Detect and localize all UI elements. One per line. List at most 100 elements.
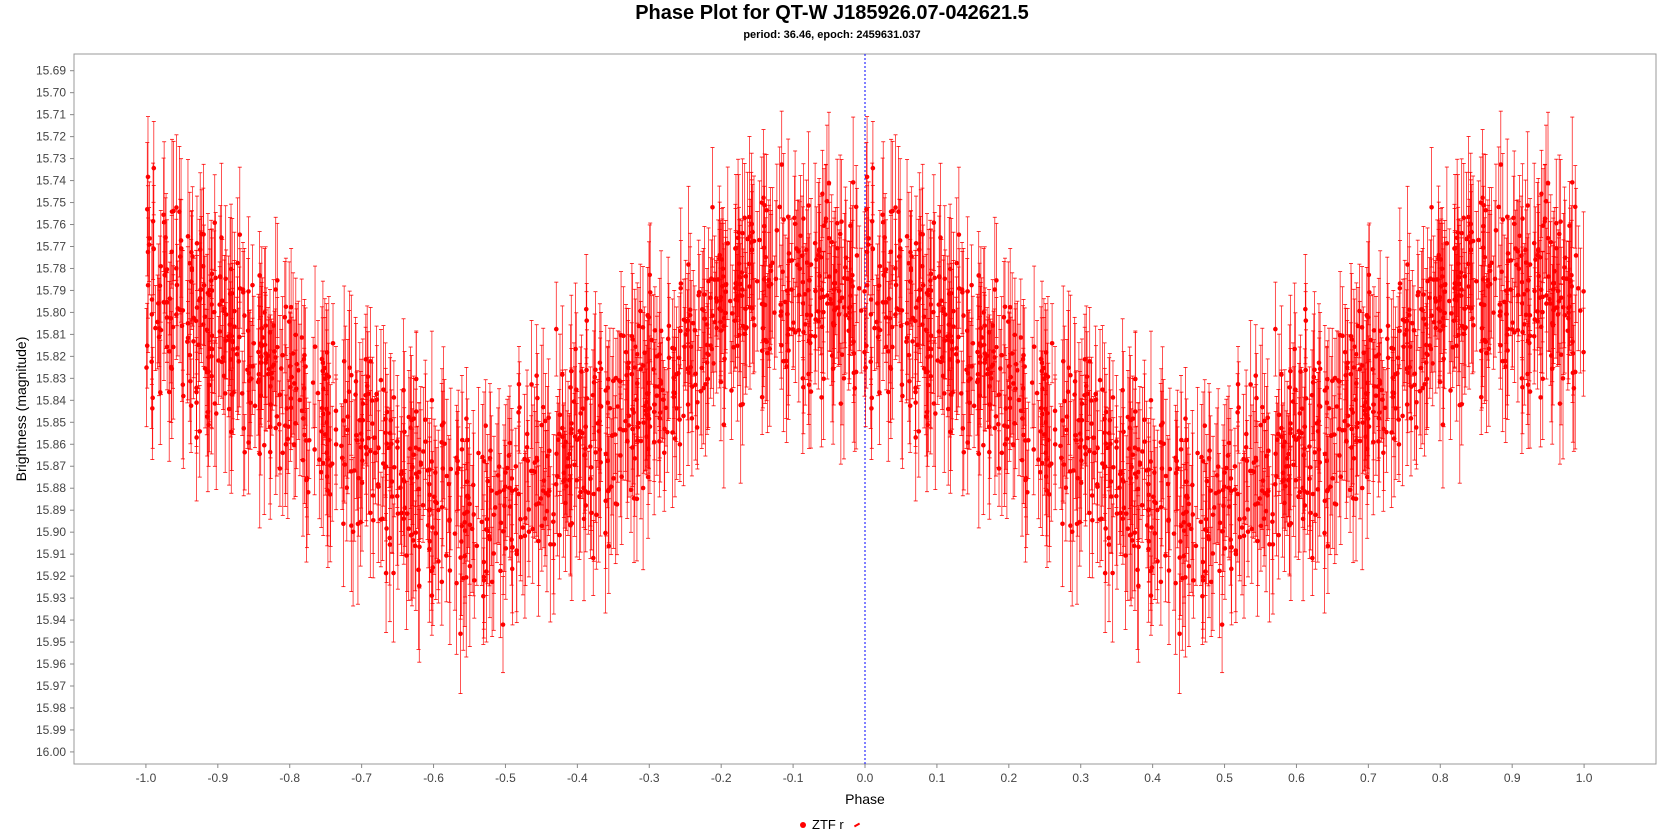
data-point (948, 370, 953, 494)
y-tick-label: 15.75 (36, 196, 66, 210)
x-tick-label: -0.5 (495, 771, 516, 785)
data-point (757, 180, 762, 300)
x-tick-label: -1.0 (136, 771, 157, 785)
data-point (858, 247, 864, 374)
y-tick-label: 15.96 (36, 657, 66, 671)
chart-subtitle: period: 36.46, epoch: 2459631.037 (0, 29, 1664, 41)
x-tick-label: -0.2 (711, 771, 732, 785)
y-tick-label: 16.00 (36, 745, 66, 759)
x-tick-label: -0.3 (639, 771, 660, 785)
data-point (318, 416, 324, 528)
data-point (569, 367, 574, 480)
data-point (1137, 386, 1143, 540)
data-point (1342, 388, 1348, 472)
x-tick-label: 1.0 (1576, 771, 1593, 785)
legend-label: ZTF r (812, 817, 844, 832)
x-tick-label: 0.3 (1072, 771, 1089, 785)
y-tick-label: 15.86 (36, 437, 66, 451)
data-point (444, 398, 450, 554)
y-tick-label: 15.79 (36, 283, 66, 297)
y-tick-label: 15.93 (36, 591, 66, 605)
data-point (1476, 180, 1481, 300)
data-point (1191, 542, 1196, 619)
x-tick-label: 0.2 (1000, 771, 1017, 785)
x-tick-label: 0.8 (1432, 771, 1449, 785)
data-point (444, 508, 449, 603)
data-point (1538, 347, 1543, 448)
y-tick-label: 15.70 (36, 86, 66, 100)
data-point (375, 445, 381, 524)
data-point (483, 379, 488, 473)
legend: ZTF r (800, 817, 860, 832)
y-tick-label: 15.81 (36, 327, 66, 341)
y-tick-label: 15.89 (36, 503, 66, 517)
y-tick-label: 15.82 (36, 349, 66, 363)
y-tick-label: 15.94 (36, 613, 66, 627)
y-tick-label: 15.92 (36, 569, 66, 583)
x-tick-label: -0.1 (783, 771, 804, 785)
y-tick-label: 15.77 (36, 239, 66, 253)
x-tick-label: 0.0 (857, 771, 874, 785)
legend-marker-errorbar (853, 822, 860, 827)
x-tick-label: 0.9 (1504, 771, 1521, 785)
data-point (613, 337, 619, 419)
data-point (820, 149, 825, 238)
y-tick-label: 15.83 (36, 371, 66, 385)
x-tick-label: 0.5 (1216, 771, 1233, 785)
data-point (474, 505, 480, 586)
y-tick-label: 15.99 (36, 723, 66, 737)
y-axis-label: Brightness (magnitude) (13, 337, 29, 482)
y-tick-label: 15.97 (36, 679, 66, 693)
y-tick-label: 15.71 (36, 108, 66, 122)
data-point (961, 414, 967, 491)
data-point (1193, 505, 1199, 586)
data-point (520, 459, 526, 596)
x-tick-label: 0.6 (1288, 771, 1305, 785)
y-tick-label: 15.69 (36, 64, 66, 78)
data-point (1561, 212, 1566, 344)
data-point (1478, 156, 1484, 249)
data-point (725, 166, 731, 321)
x-tick-label: 0.1 (929, 771, 946, 785)
y-tick-label: 15.72 (36, 130, 66, 144)
x-tick-label: -0.4 (567, 771, 588, 785)
data-point (819, 347, 824, 448)
y-tick-label: 15.91 (36, 547, 66, 561)
data-point (779, 110, 784, 219)
y-tick-label: 15.80 (36, 305, 66, 319)
y-tick-label: 15.84 (36, 393, 66, 407)
data-point (1163, 508, 1168, 603)
data-point (391, 360, 397, 435)
data-point (242, 414, 247, 491)
data-point (1163, 398, 1169, 554)
data-point (418, 386, 424, 540)
legend-marker-dot (800, 821, 806, 828)
y-tick-label: 15.74 (36, 174, 66, 188)
x-tick-label: -0.8 (279, 771, 300, 785)
plot-area (73, 53, 1657, 765)
y-tick-label: 15.90 (36, 525, 66, 539)
y-tick-label: 15.85 (36, 415, 66, 429)
y-tick-label: 15.78 (36, 261, 66, 275)
y-tick-label: 15.88 (36, 481, 66, 495)
data-point (1202, 379, 1208, 473)
x-tick-label: -0.9 (207, 771, 228, 785)
x-tick-label: -0.6 (423, 771, 444, 785)
y-tick-label: 15.95 (36, 635, 66, 649)
x-tick-label: 0.4 (1144, 771, 1161, 785)
data-point (872, 285, 877, 372)
x-tick-label: 0.7 (1360, 771, 1377, 785)
data-point (1342, 304, 1348, 401)
data-point (370, 462, 376, 579)
data-point (1332, 337, 1338, 419)
y-tick-label: 15.98 (36, 701, 66, 715)
chart-title: Phase Plot for QT-W J185926.07-042621.5 (0, 2, 1664, 25)
data-point (1120, 318, 1125, 463)
y-tick-label: 15.73 (36, 152, 66, 166)
data-point (489, 526, 495, 637)
data-point (1110, 360, 1116, 435)
y-tick-label: 15.87 (36, 459, 66, 473)
x-tick-label: -0.7 (351, 771, 372, 785)
x-axis-label: Phase (845, 791, 885, 807)
